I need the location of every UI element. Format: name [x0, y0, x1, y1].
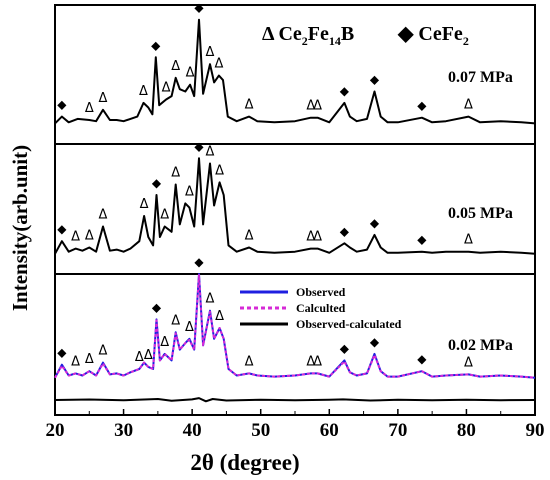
panel-labels: 0.07 MPa 0.05 MPa 0.02 MPa	[448, 69, 513, 354]
series-line-panel3-2	[54, 274, 536, 379]
ce2fe14b-marker: Δ	[215, 163, 224, 178]
ce2fe14b-marker: Δ	[171, 166, 180, 181]
ce2fe14b-marker: Δ	[214, 57, 223, 72]
ce2fe14b-marker: Δ	[313, 230, 322, 245]
ce2fe14b-marker: Δ	[464, 233, 473, 248]
ce2fe14b-marker: Δ	[185, 184, 194, 199]
cefe2-marker: ◆	[340, 224, 350, 238]
ce2fe14b-marker: Δ	[206, 45, 215, 60]
ce2fe14b-marker: Δ	[306, 230, 315, 245]
x-tick-label: 20	[46, 420, 65, 441]
x-tick-label: 40	[183, 420, 202, 441]
ce2fe14b-marker: Δ	[99, 208, 108, 223]
ce2fe14b-marker: Δ	[85, 352, 94, 367]
ce2fe14b-marker: Δ	[306, 354, 315, 369]
cefe2-marker: ◆	[194, 1, 204, 15]
series-line-panel3-3	[54, 397, 536, 403]
cefe2-marker: ◆	[370, 335, 380, 349]
cefe2-marker: ◆	[57, 222, 67, 236]
ce2fe14b-marker: Δ	[140, 197, 149, 212]
x-tick-label: 90	[526, 420, 545, 441]
x-axis-title: 2θ (degree)	[190, 450, 299, 475]
ce2fe14b-marker: Δ	[185, 320, 194, 335]
cefe2-marker: ◆	[340, 84, 350, 98]
cefe2-marker: ◆	[417, 352, 427, 366]
ce2fe14b-marker: Δ	[71, 230, 80, 245]
ce2fe14b-marker: Δ	[206, 292, 215, 307]
ce2fe14b-marker: Δ	[186, 66, 195, 81]
ce2fe14b-marker: Δ	[139, 84, 148, 99]
phase-legend-entry-2: ◆ CeFe2	[397, 23, 469, 48]
ce2fe14b-marker: Δ	[245, 354, 254, 369]
cefe2-marker: ◆	[151, 38, 161, 52]
cefe2-marker: ◆	[57, 98, 67, 112]
ce2fe14b-marker: Δ	[215, 309, 224, 324]
ce2fe14b-marker: Δ	[171, 313, 180, 328]
ce2fe14b-marker: Δ	[144, 348, 153, 363]
panel-label-3: 0.02 MPa	[448, 337, 513, 354]
cefe2-marker: ◆	[152, 300, 162, 314]
x-tick-label: 80	[457, 420, 476, 441]
ce2fe14b-marker: Δ	[313, 354, 322, 369]
x-tick-label: 70	[388, 420, 407, 441]
ce2fe14b-marker: Δ	[245, 229, 254, 244]
cefe2-marker: ◆	[194, 255, 204, 269]
fit-legend-label-3: Observed-calculated	[296, 317, 402, 331]
cefe2-marker: ◆	[370, 73, 380, 87]
x-tick-label: 30	[114, 420, 133, 441]
ce2fe14b-marker: Δ	[464, 98, 473, 113]
ce2fe14b-marker: Δ	[313, 99, 322, 114]
cefe2-marker: ◆	[417, 233, 427, 247]
ce2fe14b-marker: Δ	[99, 91, 108, 106]
series-line-panel3-1	[54, 273, 536, 379]
cefe2-marker: ◆	[370, 216, 380, 230]
x-tick-label: 50	[251, 420, 270, 441]
ce2fe14b-marker: Δ	[206, 145, 215, 160]
ce2fe14b-marker: Δ	[306, 99, 315, 114]
y-axis-title: Intensity(arb.unit)	[8, 145, 32, 311]
phase-legend-entry-1: Δ Ce2Fe14B	[262, 23, 354, 48]
x-tick-label: 60	[320, 420, 339, 441]
ce2fe14b-marker: Δ	[99, 344, 108, 359]
ce2fe14b-marker: Δ	[160, 335, 169, 350]
ce2fe14b-marker: Δ	[162, 81, 171, 96]
cefe2-marker: ◆	[194, 139, 204, 153]
cefe2-marker: ◆	[152, 176, 162, 190]
series-line-panel2-1	[54, 157, 536, 255]
x-axis: 20 30 40 50 60 70 80 90	[46, 409, 545, 441]
cefe2-marker: ◆	[340, 341, 350, 355]
cefe2-marker: ◆	[417, 99, 427, 113]
ce2fe14b-marker: Δ	[160, 208, 169, 223]
ce2fe14b-marker: Δ	[85, 229, 94, 244]
fit-legend-label-2: Calculted	[296, 301, 346, 315]
fit-legend: Observed Calculted Observed-calculated	[240, 285, 402, 331]
series-line-panel1-1	[54, 18, 536, 125]
ce2fe14b-marker: Δ	[135, 350, 144, 365]
panel-label-1: 0.07 MPa	[448, 69, 513, 86]
panel-label-2: 0.05 MPa	[448, 205, 513, 222]
ce2fe14b-marker: Δ	[245, 98, 254, 113]
cefe2-marker: ◆	[57, 346, 67, 360]
ce2fe14b-marker: Δ	[71, 354, 80, 369]
peak-markers: ◆ ΔΔ Δ◆ΔΔ Δ◆ΔΔΔ ΔΔ◆◆◆ Δ◆Δ ΔΔΔ◆ΔΔΔ◆ ΔΔΔ ΔΔ ◆◆◆ Δ◆Δ Δ…	[57, 1, 473, 371]
ce2fe14b-marker: Δ	[464, 355, 473, 370]
fit-legend-label-1: Observed	[296, 285, 346, 299]
ce2fe14b-marker: Δ	[85, 101, 94, 116]
pattern-series	[54, 18, 536, 403]
phase-legend: Δ Ce2Fe14B ◆ CeFe2	[262, 23, 469, 48]
ce2fe14b-marker: Δ	[171, 59, 180, 74]
